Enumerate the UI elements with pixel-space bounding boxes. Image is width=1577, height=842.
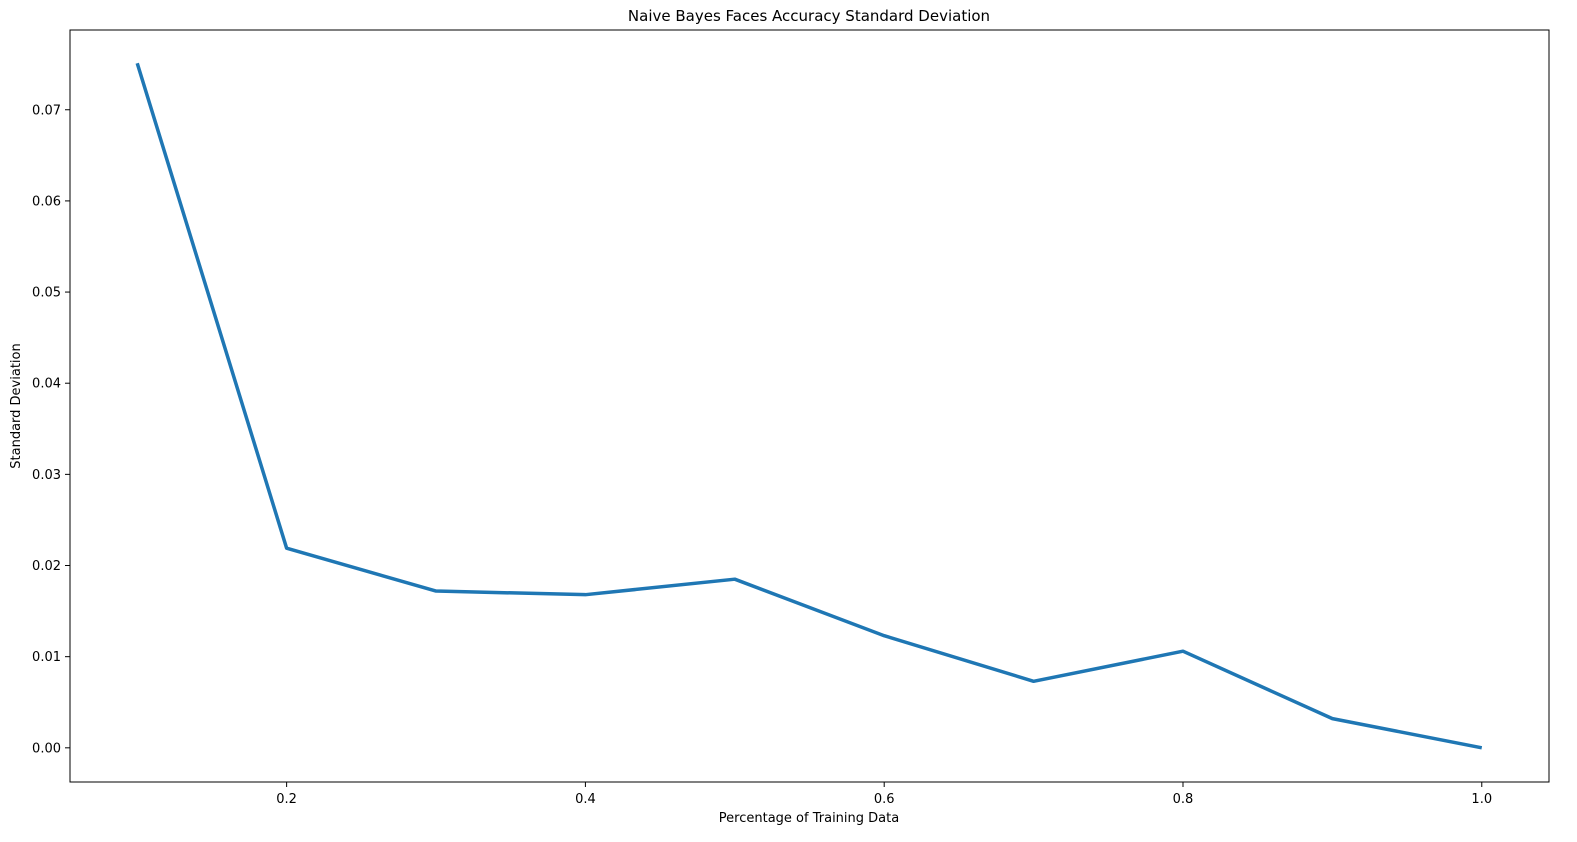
y-axis-label: Standard Deviation <box>9 343 24 468</box>
y-tick-label: 0.07 <box>32 103 61 118</box>
x-tick-label: 0.4 <box>575 792 596 807</box>
y-tick-label: 0.06 <box>32 194 61 209</box>
x-axis-label: Percentage of Training Data <box>719 811 899 826</box>
y-tick-label: 0.05 <box>32 286 61 301</box>
y-tick-label: 0.01 <box>32 650 61 665</box>
plot-frame <box>69 29 1550 783</box>
x-tick-label: 0.2 <box>276 792 297 807</box>
chart-title: Naive Bayes Faces Accuracy Standard Devi… <box>628 7 990 25</box>
x-axis-ticks: 0.2 0.4 0.6 0.8 1.0 <box>276 782 1492 807</box>
y-axis-ticks: 0.00 0.01 0.02 0.03 0.04 0.05 0.06 0.07 <box>32 103 70 756</box>
y-tick-label: 0.02 <box>32 559 61 574</box>
y-tick-label: 0.04 <box>32 377 61 392</box>
x-tick-label: 0.8 <box>1173 792 1194 807</box>
series-line-0 <box>135 62 1483 750</box>
y-tick-label: 0.00 <box>32 741 61 756</box>
y-tick-label: 0.03 <box>32 468 61 483</box>
x-tick-label: 0.6 <box>874 792 895 807</box>
series-layer <box>135 62 1483 750</box>
x-tick-label: 1.0 <box>1471 792 1492 807</box>
